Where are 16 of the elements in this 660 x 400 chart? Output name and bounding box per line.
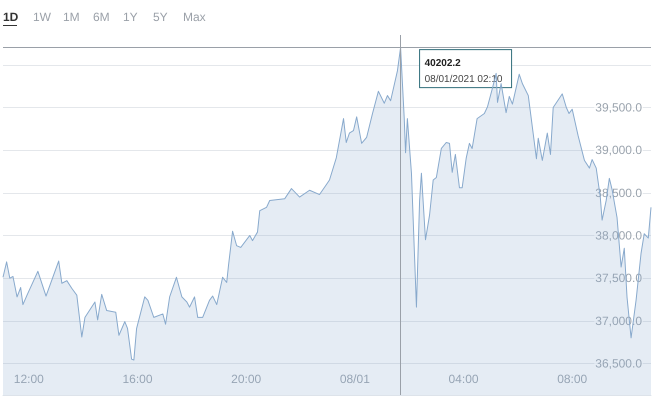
x-tick-label: 16:00: [122, 372, 153, 386]
text: 1Y: [123, 10, 138, 24]
text: 1M: [63, 10, 80, 24]
text: 5Y: [153, 10, 168, 24]
x-tick-label: 04:00: [448, 372, 479, 386]
x-tick-label: 12:00: [14, 372, 44, 386]
x-tick-label: 20:00: [231, 372, 262, 386]
text: 1W: [33, 10, 52, 24]
text: Max: [183, 10, 206, 24]
y-tick-label: 39,500.0: [595, 100, 642, 115]
x-tick-label: 08/01: [340, 372, 370, 386]
y-tick-label: 36,500.0: [595, 356, 642, 370]
x-tick-label: 08:00: [557, 372, 588, 386]
text: 1D: [3, 10, 19, 24]
y-tick-label: 39,000.0: [595, 143, 642, 158]
text: 6M: [93, 10, 110, 24]
